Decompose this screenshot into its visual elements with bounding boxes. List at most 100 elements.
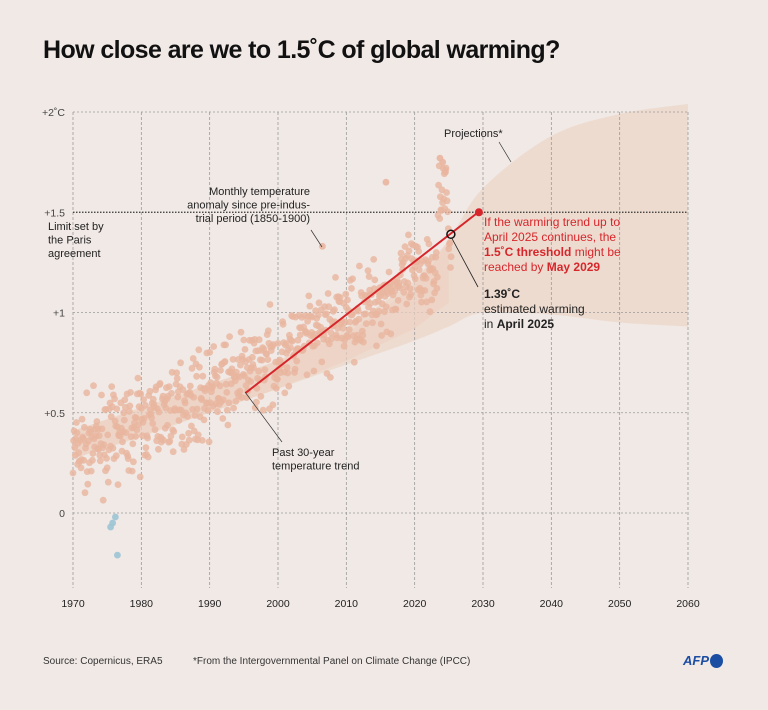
data-point xyxy=(121,396,129,404)
ipcc-footnote: *From the Intergovernmental Panel on Cli… xyxy=(193,656,471,667)
data-point xyxy=(226,333,234,340)
data-point xyxy=(194,431,202,439)
data-point xyxy=(382,303,390,311)
threshold-span: If the warming trend up to xyxy=(484,215,620,229)
data-point xyxy=(108,383,116,390)
data-point xyxy=(140,415,148,422)
data-point xyxy=(251,404,259,412)
april-2025-marker xyxy=(446,229,456,240)
data-point xyxy=(405,231,412,239)
data-point xyxy=(369,319,376,327)
data-point xyxy=(243,394,251,401)
data-point xyxy=(155,445,162,453)
data-point xyxy=(166,437,174,445)
trend-leader-line xyxy=(244,391,283,443)
data-point xyxy=(304,317,311,325)
data-point xyxy=(230,404,238,412)
data-point xyxy=(78,415,86,423)
data-point xyxy=(69,469,77,477)
data-point xyxy=(377,320,385,328)
trend-label: Past 30-year xyxy=(272,447,335,459)
data-point xyxy=(342,290,350,298)
data-point xyxy=(346,318,354,326)
data-point xyxy=(282,340,290,348)
data-point xyxy=(122,429,130,436)
data-point xyxy=(236,387,244,395)
data-point xyxy=(222,341,230,349)
threshold-span: reached by xyxy=(484,260,547,274)
data-point xyxy=(193,372,201,380)
data-point xyxy=(442,168,449,176)
data-point xyxy=(127,389,134,396)
data-point xyxy=(283,364,291,371)
data-point xyxy=(336,294,344,301)
data-point xyxy=(98,391,105,399)
data-point xyxy=(104,431,112,439)
data-point xyxy=(141,401,149,409)
data-point xyxy=(285,382,293,390)
data-point xyxy=(340,342,348,350)
y-tick-label: 0 xyxy=(59,508,65,520)
data-point xyxy=(77,464,85,472)
data-point xyxy=(128,467,136,475)
data-point xyxy=(191,412,199,419)
data-point xyxy=(168,389,175,397)
data-point xyxy=(426,308,434,316)
data-point xyxy=(365,273,373,280)
data-point xyxy=(247,378,255,385)
data-point xyxy=(264,327,272,335)
data-point xyxy=(328,335,335,343)
data-point xyxy=(344,333,352,341)
data-point xyxy=(144,434,152,442)
data-point xyxy=(305,292,313,300)
data-point xyxy=(205,438,213,446)
data-point xyxy=(296,331,304,339)
data-point xyxy=(222,380,230,388)
data-point-cool xyxy=(107,523,114,531)
data-point xyxy=(293,357,301,365)
data-point xyxy=(186,382,194,390)
data-point xyxy=(241,346,249,353)
data-point xyxy=(447,264,454,271)
data-point xyxy=(404,279,412,287)
data-point xyxy=(425,240,433,248)
data-point xyxy=(397,249,405,257)
x-tick-label: 2020 xyxy=(403,598,427,610)
data-point xyxy=(253,398,260,406)
data-point xyxy=(198,437,206,444)
data-point xyxy=(100,441,108,448)
data-point xyxy=(221,358,229,365)
data-point xyxy=(164,421,171,429)
data-point xyxy=(249,353,256,361)
data-point xyxy=(444,208,452,216)
data-point xyxy=(99,496,107,504)
data-point xyxy=(188,364,196,372)
data-point xyxy=(98,425,106,433)
data-point xyxy=(366,300,374,307)
data-point xyxy=(219,396,227,404)
data-point xyxy=(140,396,148,403)
data-point xyxy=(279,321,287,328)
data-point xyxy=(107,413,115,421)
data-point xyxy=(356,262,363,270)
data-point xyxy=(189,355,197,362)
estimate-leader-line xyxy=(451,238,479,288)
data-point xyxy=(359,332,367,339)
data-point xyxy=(80,456,88,464)
data-point xyxy=(294,336,302,344)
data-point xyxy=(269,401,277,409)
data-point xyxy=(173,375,181,382)
data-point xyxy=(421,287,429,294)
threshold-crossing-marker xyxy=(474,208,483,217)
x-tick-label: 1980 xyxy=(130,598,154,610)
data-point xyxy=(362,310,370,318)
data-point xyxy=(407,291,415,298)
data-point xyxy=(415,266,423,274)
x-tick-label: 2000 xyxy=(266,598,290,610)
data-point xyxy=(264,356,272,363)
data-point xyxy=(238,393,246,401)
data-point xyxy=(396,284,404,292)
data-point xyxy=(87,467,95,475)
data-point xyxy=(232,397,240,405)
data-point xyxy=(113,405,121,413)
